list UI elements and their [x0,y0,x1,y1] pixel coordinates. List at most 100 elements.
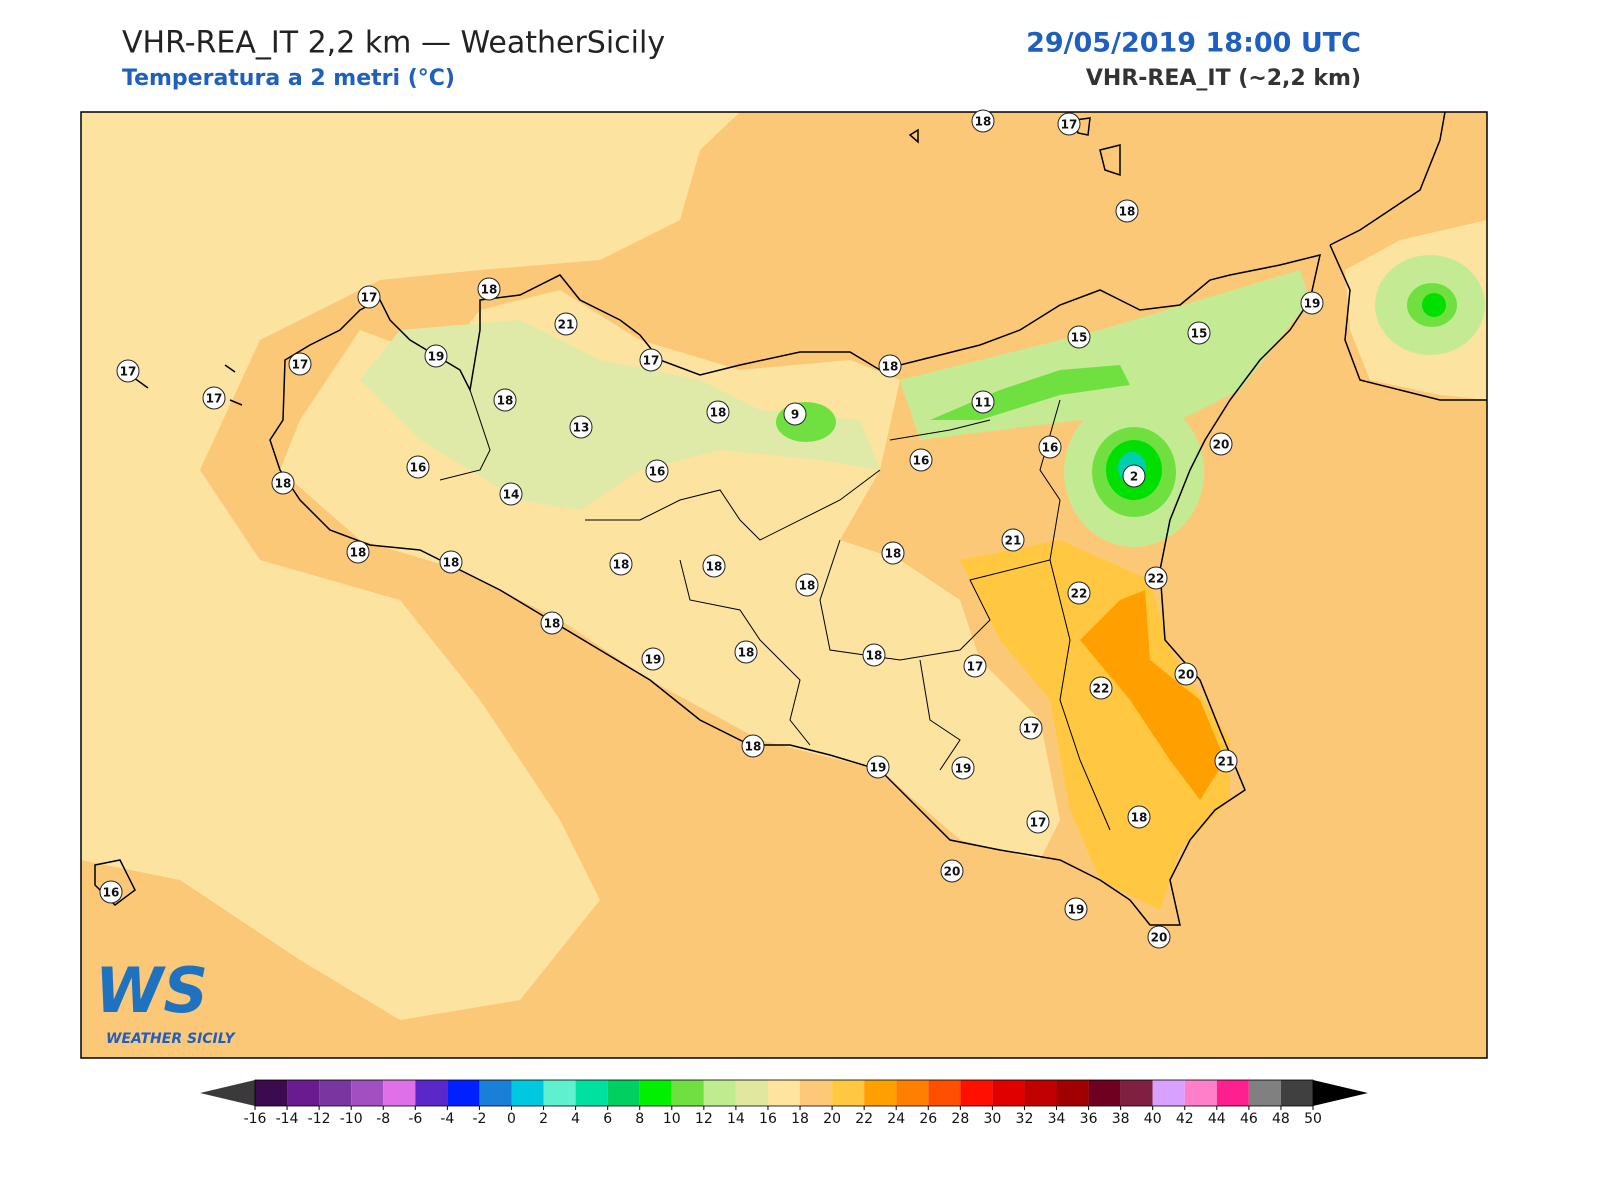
station-value: 18 [1119,205,1136,219]
station-value: 18 [882,360,899,374]
colorbar-swatch [575,1080,608,1106]
station-marker [963,654,987,678]
colorbar-tick-label: 38 [1112,1111,1130,1127]
station-value: 22 [1093,682,1110,696]
station-marker [116,359,140,383]
province-border [439,389,1111,831]
station-marker [1067,325,1091,349]
date: 29/05/2019 18:00 UTC [1026,28,1361,59]
station: 17 [288,352,312,376]
station-value: 15 [1191,327,1208,341]
station-marker [1001,528,1025,552]
station-marker [1122,464,1146,488]
station-marker [499,482,523,506]
station: 19 [951,756,975,780]
station: 20 [1147,925,1171,949]
colorbar-swatch [896,1080,929,1106]
colorbar-tick-label: 46 [1240,1111,1258,1127]
station: 17 [357,285,381,309]
colorbar-swatch [255,1080,288,1106]
station: 18 [1127,805,1151,829]
colorbar-swatch [1216,1080,1249,1106]
station-marker [706,400,730,424]
station-marker [881,541,905,565]
colorbar-tick-label: 6 [603,1111,612,1127]
station: 17 [1057,112,1081,136]
station-value: 19 [1068,903,1085,917]
station-marker [1187,321,1211,345]
station-value: 18 [481,283,498,297]
station-value: 18 [885,547,902,561]
station-value: 22 [1148,572,1165,586]
station-value: 18 [1131,811,1148,825]
colorbar-tick-label: -8 [376,1111,390,1127]
station-marker [540,611,564,635]
station: 14 [499,482,523,506]
station-marker [1038,435,1062,459]
station-marker [424,344,448,368]
station: 18 [706,400,730,424]
station: 13 [569,415,593,439]
colorbar-tick-label: 40 [1144,1111,1162,1127]
field-light [81,112,740,1020]
station-marker [1209,432,1233,456]
station-marker [1067,581,1091,605]
colorbar-tick-label: 26 [919,1111,937,1127]
station: 22 [1067,581,1091,605]
colorbar-swatch [511,1080,544,1106]
colorbar-swatch [447,1080,480,1106]
station-marker [971,390,995,414]
logo-mark: WS [95,954,208,1027]
colorbar-swatch [928,1080,961,1106]
station: 19 [1064,897,1088,921]
subtitle: Temperatura a 2 metri (°C) [122,66,455,91]
colorbar-tick-label: 0 [507,1111,516,1127]
colorbar-tick-label: 28 [951,1111,969,1127]
colorbar-swatch [287,1080,320,1106]
station-value: 20 [1213,438,1230,452]
station-marker [940,859,964,883]
station: 18 [971,109,995,133]
station: 20 [1209,432,1233,456]
station-value: 19 [955,762,972,776]
station: 18 [862,643,886,667]
station-value: 9 [791,408,799,422]
station-value: 17 [1023,722,1040,736]
colorbar-tick-label: 34 [1048,1111,1066,1127]
colorbar-swatch [639,1080,672,1106]
station: 22 [1144,566,1168,590]
station: 18 [346,540,370,564]
colorbar-swatch [351,1080,384,1106]
station: 17 [1019,716,1043,740]
station: 16 [909,448,933,472]
colorbar-swatch [767,1080,801,1106]
colorbar-tick-label: 30 [983,1111,1001,1127]
colorbar-swatch [415,1080,448,1106]
station-value: 18 [706,560,723,574]
station: 18 [477,277,501,301]
station-marker [795,573,819,597]
station: 18 [493,388,517,412]
station-marker [569,415,593,439]
colorbar-tick-label: -14 [276,1111,299,1127]
colorbar-swatch [1056,1080,1089,1106]
colorbar-swatch [1280,1080,1313,1106]
colorbar-swatch [1088,1080,1121,1106]
station-value: 22 [1071,587,1088,601]
station-marker [1174,662,1198,686]
colorbar-swatch [735,1080,768,1106]
field-14 [360,320,880,510]
colorbar-swatch [1152,1080,1185,1106]
station-value: 13 [573,421,590,435]
station-value: 19 [428,350,445,364]
colorbar-tick-label: 8 [635,1111,644,1127]
station-marker [1300,291,1324,315]
station-marker [641,647,665,671]
station-marker [1127,805,1151,829]
colorbar-swatch [607,1080,640,1106]
colorbar-swatch [1120,1080,1153,1106]
station: 21 [554,312,578,336]
station-value: 18 [544,617,561,631]
station-marker [271,471,295,495]
